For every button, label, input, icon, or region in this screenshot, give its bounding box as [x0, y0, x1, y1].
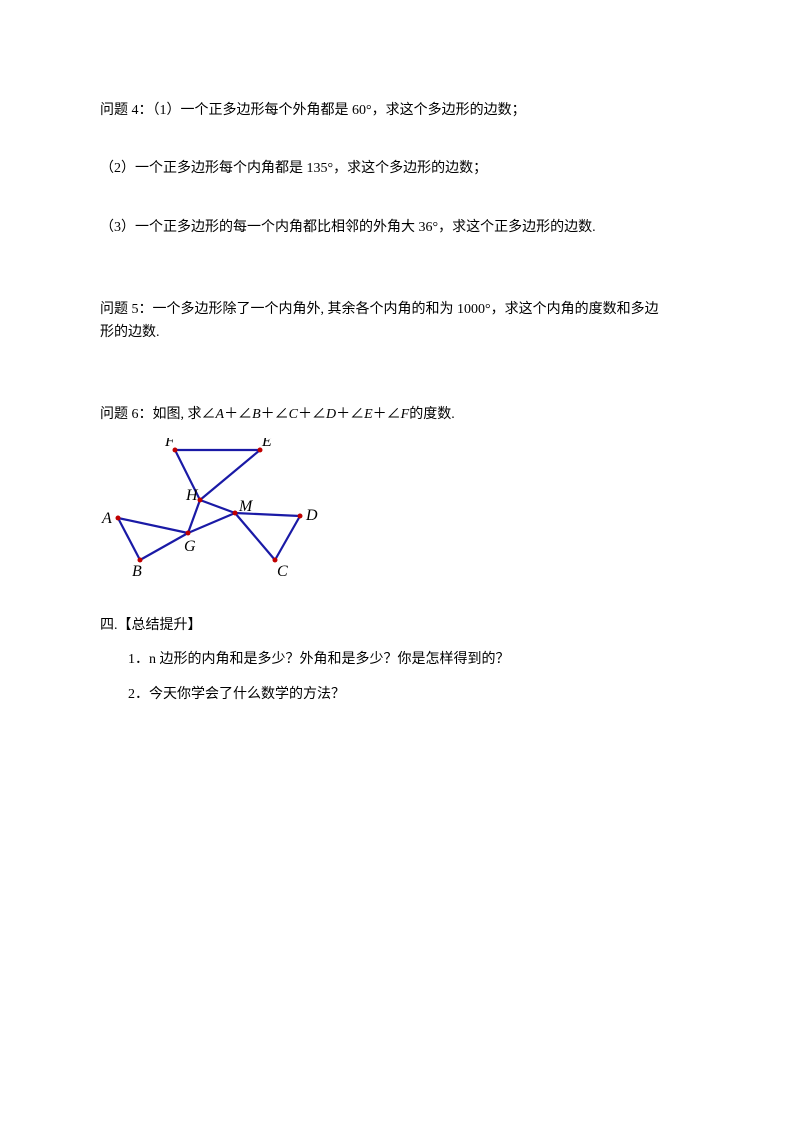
q6-A: A	[216, 407, 225, 422]
s4-title-text: 四.【总结提升】	[100, 618, 202, 633]
svg-text:C: C	[277, 563, 288, 578]
geometry-figure: A B C D E F G H M	[100, 438, 330, 578]
q4-part1: 问题 4：（1）一个正多边形每个外角都是 60°，求这个多边形的边数；	[100, 100, 700, 122]
svg-text:A: A	[101, 510, 112, 527]
q4-p3-text: （3）一个正多边形的每一个内角都比相邻的外角大 36°，求这个正多边形的边数.	[100, 220, 596, 235]
q4-part3: （3）一个正多边形的每一个内角都比相邻的外角大 36°，求这个正多边形的边数.	[100, 217, 700, 239]
q4-p1-text: 问题 4：（1）一个正多边形每个外角都是 60°，求这个多边形的边数；	[100, 103, 526, 118]
svg-text:M: M	[238, 498, 254, 515]
svg-text:B: B	[132, 563, 142, 578]
section4-q1: 1．n 边形的内角和是多少？外角和是多少？你是怎样得到的？	[100, 649, 700, 671]
q6-B: B	[252, 407, 261, 422]
svg-text:D: D	[305, 507, 318, 524]
s4-q1-text: 1．n 边形的内角和是多少？外角和是多少？你是怎样得到的？	[128, 652, 510, 667]
q6-E: E	[364, 407, 373, 422]
q6-p1: ＋∠	[224, 407, 252, 422]
q6-prefix: 问题 6：如图, 求∠	[100, 407, 216, 422]
q6-F: F	[401, 407, 410, 422]
section4-title: 四.【总结提升】	[100, 615, 700, 637]
svg-text:H: H	[185, 487, 199, 504]
q4-part2: （2）一个正多边形每个内角都是 135°，求这个多边形的边数；	[100, 158, 700, 180]
q6-title: 问题 6：如图, 求∠A＋∠B＋∠C＋∠D＋∠E＋∠F的度数.	[100, 404, 700, 426]
svg-text:E: E	[261, 438, 272, 450]
q6-p5: ＋∠	[373, 407, 401, 422]
section4-q2: 2．今天你学会了什么数学的方法？	[100, 684, 700, 706]
q4-p2-text: （2）一个正多边形每个内角都是 135°，求这个多边形的边数；	[100, 161, 487, 176]
q5-l2: 形的边数.	[100, 325, 160, 340]
q5: 问题 5：一个多边形除了一个内角外, 其余各个内角的和为 1000°，求这个内角…	[100, 299, 700, 344]
q6-suffix: 的度数.	[409, 407, 455, 422]
q6-D: D	[326, 407, 336, 422]
q6-C: C	[289, 407, 298, 422]
q6-diagram: A B C D E F G H M	[100, 438, 700, 586]
svg-text:G: G	[184, 538, 196, 555]
q5-l1: 问题 5：一个多边形除了一个内角外, 其余各个内角的和为 1000°，求这个内角…	[100, 302, 659, 317]
s4-q2-text: 2．今天你学会了什么数学的方法？	[128, 687, 345, 702]
q6-p4: ＋∠	[336, 407, 364, 422]
svg-text:F: F	[164, 438, 175, 450]
q6-p3: ＋∠	[298, 407, 326, 422]
q6-p2: ＋∠	[261, 407, 289, 422]
